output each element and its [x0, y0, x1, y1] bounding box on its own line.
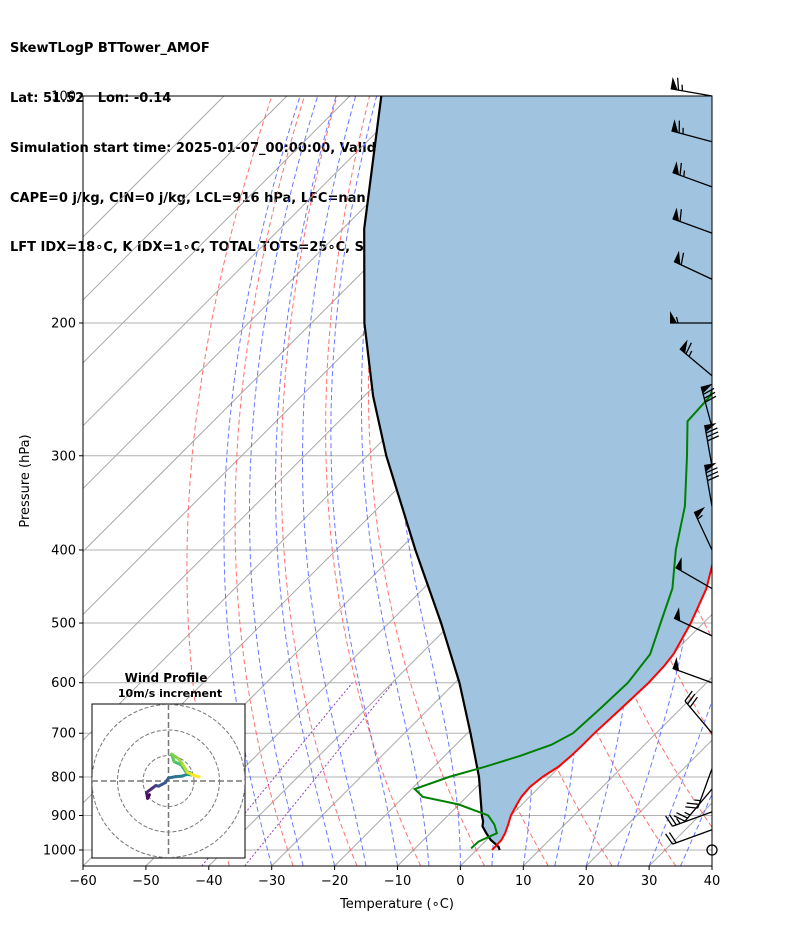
wind-barb [673, 788, 713, 822]
y-tick-label: 600 [51, 676, 76, 691]
dry-adiabat [234, 96, 305, 866]
axis-layer: −60 −50 −40 −30 −20 −10 0 10 20 30 40 100 200 300 400 5… [43, 90, 720, 890]
moist-adiabat [249, 96, 319, 866]
wind-barb [684, 690, 713, 734]
wind-barb [675, 557, 713, 590]
y-tick-label: 200 [51, 316, 76, 331]
y-tick-label: 300 [51, 449, 76, 464]
moist-adiabat [680, 793, 712, 866]
moist-adiabat [711, 864, 712, 866]
x-tick-label: −50 [132, 874, 159, 889]
wind-barb [704, 462, 720, 507]
x-tick-label: 10 [515, 874, 532, 889]
moist-adiabat [275, 96, 337, 866]
series-layer [363, 96, 712, 851]
moist-adiabat [617, 96, 699, 866]
wind-barb [700, 383, 717, 428]
parcel-profile-line [363, 96, 501, 851]
x-tick-label: 30 [641, 874, 658, 889]
location-text: Lat: 51.52 Lon: -0.14 [10, 90, 172, 106]
wind-barb [673, 607, 713, 637]
wind-barb [665, 811, 713, 827]
y-tick-label: 500 [51, 617, 76, 632]
wind-barb [706, 844, 718, 856]
wind-barb [673, 250, 713, 280]
mixing-ratio-line [244, 682, 394, 866]
y-tick-label: 1000 [43, 844, 76, 859]
x-tick-label: 40 [704, 874, 721, 889]
x-tick-label: −40 [195, 874, 222, 889]
chart-title: SkewTLogP BTTower_AMOF [10, 41, 210, 57]
dry-adiabat [761, 96, 794, 866]
isotherm-line [522, 676, 712, 866]
temperature-line [491, 561, 712, 851]
isotherm-line [83, 96, 476, 490]
x-tick-label: 20 [578, 874, 595, 889]
y-tick-label: 900 [51, 809, 76, 824]
wind-barb [672, 657, 713, 684]
hodograph-segment [190, 773, 201, 779]
x-tick-label: −60 [69, 874, 96, 889]
wind-barb [670, 76, 713, 97]
wind-barb [693, 506, 713, 551]
wind-barb [704, 423, 720, 467]
x-tick-label: −30 [258, 874, 285, 889]
y-tick-label: 100 [51, 90, 76, 105]
moist-adiabat [302, 96, 367, 866]
moist-adiabat [648, 699, 712, 866]
mixing-ratio-line [201, 682, 353, 866]
x-tick-label: −20 [321, 874, 348, 889]
wind-barb [672, 161, 713, 188]
hodograph-subtitle: 10m/s increment [118, 687, 222, 700]
y-tick-label: 800 [51, 770, 76, 785]
wind-barb [679, 339, 713, 377]
isotherm-line [711, 865, 712, 866]
wind-barb [665, 829, 713, 845]
wind-barb [671, 119, 713, 143]
x-axis-label: Temperature (∘C) [339, 897, 454, 912]
y-axis-label: Pressure (hPa) [18, 434, 33, 527]
hodograph-inset: Wind Profile 10m/s increment [91, 671, 246, 859]
isotherm-line [83, 96, 225, 238]
dewpoint-line [412, 386, 712, 850]
wind-barb [670, 310, 712, 324]
wind-barbs [665, 76, 720, 856]
hodograph-title: Wind Profile [125, 671, 208, 685]
isotherm-line [83, 96, 288, 301]
isotherm-line [334, 487, 712, 866]
moist-adiabat [223, 96, 301, 866]
dry-adiabat [728, 96, 794, 866]
x-tick-label: −10 [384, 874, 411, 889]
isotherm-line [83, 96, 351, 364]
y-tick-label: 700 [51, 727, 76, 742]
moist-adiabat [361, 96, 430, 866]
moist-adiabat [330, 96, 398, 866]
y-tick-label: 400 [51, 543, 76, 558]
x-tick-label: 0 [456, 874, 464, 889]
wind-barb [685, 768, 713, 809]
wind-barb [672, 207, 713, 234]
isotherm-line [83, 96, 414, 427]
dry-adiabat [280, 96, 358, 866]
cin-cape-fill [364, 96, 712, 849]
